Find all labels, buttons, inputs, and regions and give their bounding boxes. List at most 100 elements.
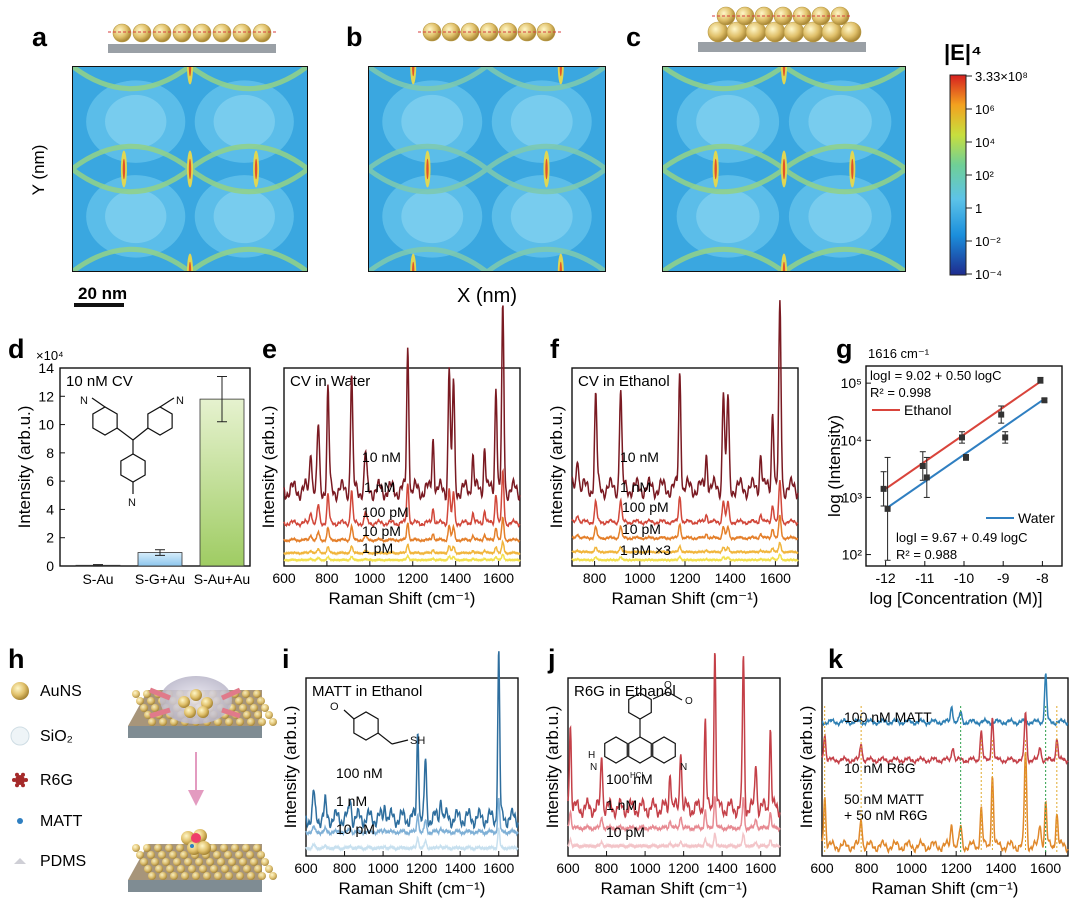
aggregated-cluster-icon — [197, 841, 211, 855]
chart-i-ylabel: Intensity (arb.u.) — [281, 706, 300, 829]
chart-g-ylabel: log (Intensity) — [825, 415, 844, 517]
chart-g: 1616 cm⁻¹ -12 -11 -10 -9 -8 10² 10³ 10⁴ 10⁵ log [C… — [825, 346, 1063, 608]
colorbar-tick-label: 10⁴ — [975, 135, 995, 150]
colorbar-tick-label: 10⁶ — [975, 102, 995, 117]
chart-g-title: 1616 cm⁻¹ — [868, 346, 930, 361]
svg-text:N: N — [128, 497, 136, 509]
chart-g-water-r2: R² = 0.988 — [896, 547, 957, 562]
chart-g-point-0-0 — [880, 485, 887, 492]
chart-j-xtick: 800 — [595, 860, 619, 876]
axes-frame — [567, 677, 781, 857]
chart-g-point-0-4 — [1037, 377, 1044, 384]
chart-f-series-label-2: 100 pM — [622, 499, 669, 515]
chart-g-ytick: 10³ — [842, 489, 863, 505]
chart-f-xtick: 1400 — [715, 570, 746, 586]
chart-k-series-label-0: 100 nM MATT — [844, 709, 932, 725]
matt-structure-icon: O SH — [330, 701, 425, 747]
chart-j-series-label-1: 1 nM — [606, 797, 637, 813]
chart-g-legend-ethanol: Ethanol — [904, 402, 951, 418]
chart-k-series-line-1 — [821, 711, 1069, 766]
chart-e-xtick: 1200 — [397, 570, 428, 586]
chart-j: R6G in Ethanol Raman Shift (cm⁻¹) Intensit… — [543, 652, 781, 898]
field-maps — [72, 6, 906, 272]
chart-g-point-1-4 — [1041, 397, 1048, 404]
chart-j-xtick: 1000 — [630, 860, 661, 876]
substrate-plate — [128, 844, 277, 892]
chart-j-xlabel: Raman Shift (cm⁻¹) — [601, 879, 748, 898]
svg-text:H: H — [588, 750, 595, 761]
panel-h-legend-label-2: R6G — [40, 772, 73, 789]
scale-bar-label: 20 nm — [78, 284, 127, 303]
chart-g-xlabel: log [Concentration (M)] — [870, 589, 1043, 608]
panel-letter-e: e — [262, 334, 277, 364]
evaporation-arrow-icon — [220, 687, 242, 701]
panel-letters: a b c d e f g h i j k — [8, 22, 853, 674]
chart-f-xtick: 1200 — [669, 570, 700, 586]
chart-g-ethanol-r2: R² = 0.998 — [870, 385, 931, 400]
colorbar-ticks: 3.33×10⁸ 10⁶ 10⁴ 10² 1 10⁻² 10⁻⁴ — [966, 69, 1028, 282]
svg-text:N: N — [590, 762, 597, 773]
chart-i: MATT in Ethanol Raman Shift (cm⁻¹) Intensi… — [281, 651, 519, 898]
chart-e-series-line-1 — [283, 468, 521, 529]
chart-f-series-line-4 — [571, 553, 799, 563]
svg-text:O: O — [685, 696, 693, 707]
svg-text:HCl: HCl — [630, 771, 644, 780]
chart-f-xtick: 1000 — [624, 570, 655, 586]
chart-e: CV in Water Raman Shift (cm⁻¹) Intensity (… — [259, 305, 521, 608]
chart-i-series-label-0: 100 nM — [336, 765, 383, 781]
chart-i-series-label-2: 10 pM — [336, 821, 375, 837]
chart-f-series-label-1: 1 nM — [620, 479, 651, 495]
chart-j-series-label-0: 100 nM — [606, 771, 653, 787]
colorbar-tick-label: 3.33×10⁸ — [975, 69, 1028, 84]
chart-g-point-1-1 — [923, 474, 930, 481]
chart-i-series-label-1: 1 nM — [336, 793, 367, 809]
panel-h-schematic: AuNS SiO₂ R6G MATT PDMS — [10, 676, 277, 892]
evaporation-arrow-icon — [149, 707, 171, 719]
chart-e-ylabel: Intensity (arb.u.) — [259, 406, 278, 529]
chart-f-series-label-3: 10 pM — [622, 521, 661, 537]
chart-d-bar-2 — [199, 398, 245, 567]
colorbar-tick-label: 1 — [975, 201, 982, 216]
chart-g-point-0-2 — [959, 434, 965, 441]
chart-e-xtick: 1000 — [354, 570, 385, 586]
chart-e-series-label-3: 10 pM — [362, 523, 401, 539]
chart-i-xtick: 1400 — [445, 860, 476, 876]
chart-j-xtick: 1400 — [707, 860, 738, 876]
chart-k-xtick: 1600 — [1030, 860, 1061, 876]
chart-f-series-line-2 — [571, 514, 799, 542]
chart-e-series-line-4 — [283, 553, 521, 563]
panel-letter-d: d — [8, 334, 25, 364]
chart-k-series-label-1: 10 nM R6G — [844, 760, 916, 776]
chart-j-series-line-2 — [567, 831, 781, 850]
chart-e-series-label-2: 100 pM — [362, 504, 409, 520]
panel-h-legend-label-1: SiO₂ — [40, 728, 73, 745]
chart-d-annotation: 10 nM CV — [66, 373, 133, 390]
chart-g-point-1-2 — [963, 454, 969, 461]
panel-letter-h: h — [8, 644, 25, 674]
panel-letter-b: b — [346, 22, 363, 52]
chart-k-xtick: 1000 — [896, 860, 927, 876]
panel-letter-k: k — [828, 644, 844, 674]
chart-d-category-0: S-Au — [82, 571, 113, 587]
chart-k: Raman Shift (cm⁻¹) Intensity (arb.u.) 600 8… — [797, 673, 1069, 898]
chart-g-ytick: 10⁵ — [841, 375, 862, 391]
schematic-b — [418, 22, 562, 42]
chart-g-ytick: 10⁴ — [840, 432, 862, 448]
chart-g-xtick: -12 — [875, 570, 895, 586]
chart-i-series-line-0 — [305, 651, 519, 830]
axes-frame — [821, 677, 1069, 857]
svg-text:O: O — [664, 680, 672, 691]
chart-f-xlabel: Raman Shift (cm⁻¹) — [612, 589, 759, 608]
chart-g-point-1-0 — [884, 505, 891, 512]
map-y-label: Y (nm) — [29, 145, 48, 196]
chart-f-xtick: 1600 — [760, 570, 791, 586]
panel-letter-a: a — [32, 22, 48, 52]
chart-g-point-0-1 — [919, 463, 926, 469]
chart-g-xtick: -9 — [997, 570, 1010, 586]
schematic-c — [698, 6, 866, 52]
field-map-b — [368, 66, 606, 272]
colorbar-tick-label: 10⁻² — [975, 234, 1001, 249]
chart-j-xtick: 600 — [556, 860, 580, 876]
chart-k-series-label-2: 50 nM MATT + 50 nM R6G — [844, 791, 928, 823]
